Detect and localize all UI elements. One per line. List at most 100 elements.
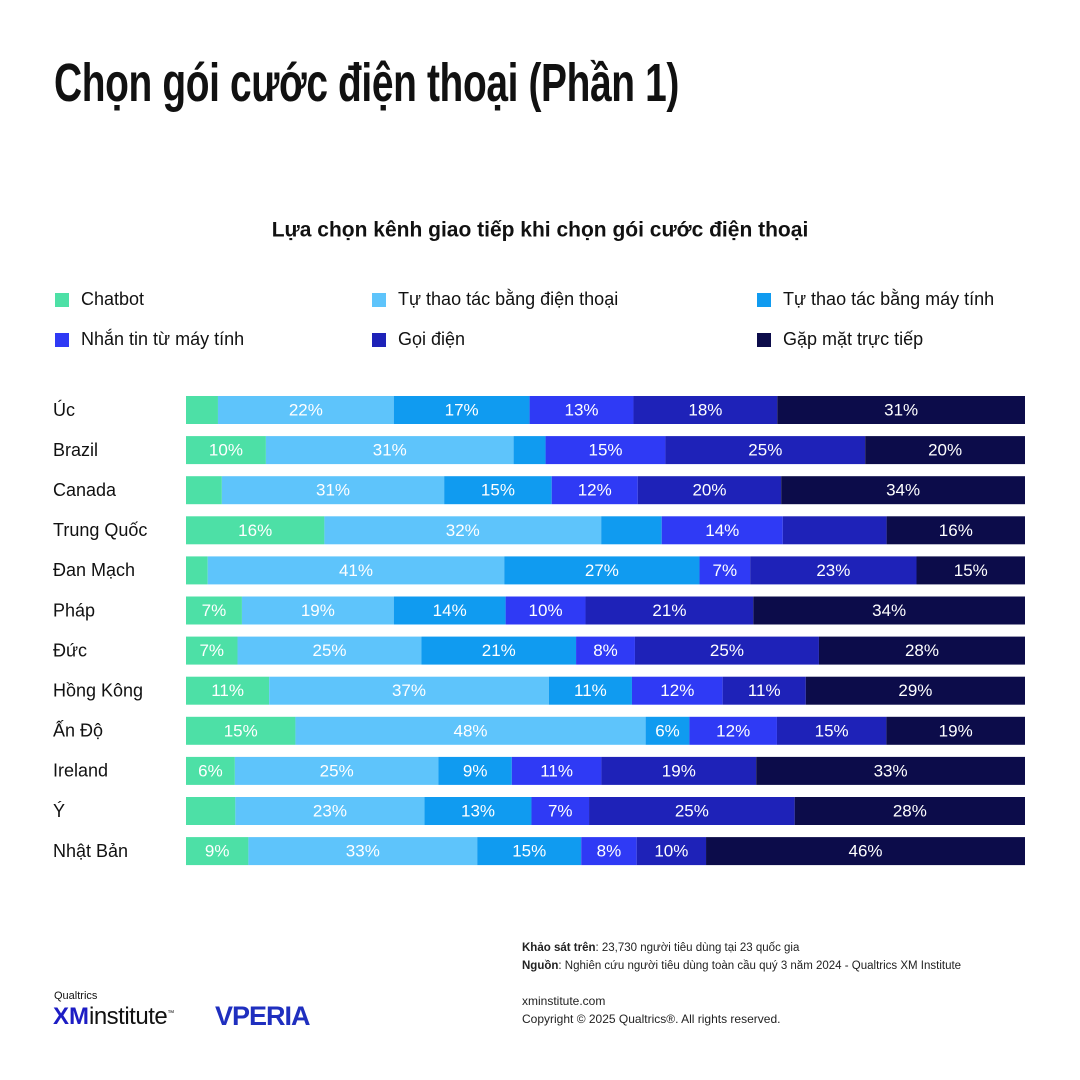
- bar-segment: [581, 837, 637, 866]
- value-label: 6%: [655, 721, 680, 740]
- value-label: 9%: [463, 761, 488, 780]
- bar-segment: [589, 797, 795, 825]
- value-label: 8%: [597, 842, 622, 861]
- bar-segment: [511, 756, 602, 785]
- value-label: 31%: [373, 441, 407, 460]
- bar-segment: [753, 596, 1025, 625]
- bar-segment: [777, 396, 1025, 424]
- value-label: 8%: [593, 641, 618, 660]
- value-label: 18%: [688, 400, 722, 419]
- chart-title: Lựa chọn kênh giao tiếp khi chọn gói cướ…: [272, 219, 809, 242]
- bar-segment: [186, 556, 208, 585]
- value-label: 31%: [884, 400, 918, 419]
- bar-segment: [269, 676, 549, 705]
- value-label: 41%: [339, 561, 373, 580]
- y-tick-label: Pháp: [53, 600, 95, 620]
- bar-segment: [637, 476, 782, 505]
- copyright: Copyright © 2025 Qualtrics®. All rights …: [522, 1012, 781, 1026]
- bar-segment: [186, 436, 266, 465]
- bar-segment: [601, 756, 757, 785]
- bar-segment: [221, 476, 445, 505]
- bar-segment: [186, 716, 296, 745]
- bar-segment: [886, 716, 1025, 745]
- bar-segment: [438, 756, 512, 785]
- source-text: : Nghiên cứu người tiêu dùng toàn cầu qu…: [558, 960, 962, 972]
- bar-segment: [782, 516, 887, 545]
- y-tick-label: Nhật Bản: [53, 841, 128, 861]
- value-label: 22%: [289, 400, 323, 419]
- value-label: 31%: [316, 481, 350, 500]
- bar-segment: [186, 837, 249, 866]
- bar-segment: [186, 636, 238, 665]
- value-label: 15%: [512, 842, 546, 861]
- value-label: 25%: [710, 641, 744, 660]
- legend-swatch: [372, 333, 386, 347]
- bar-segment: [265, 436, 514, 465]
- bar-segment: [551, 476, 638, 505]
- logo-xm: XMinstitute™: [53, 1003, 174, 1031]
- bar-segment: [548, 676, 632, 705]
- bar-segment: [186, 596, 242, 625]
- bar-segment: [722, 676, 806, 705]
- bar-segment: [241, 596, 394, 625]
- value-label: 20%: [928, 441, 962, 460]
- bar-segment: [186, 476, 222, 505]
- value-label: 28%: [905, 641, 939, 660]
- bar-segment: [393, 396, 530, 424]
- value-label: 7%: [202, 601, 227, 620]
- bar-segment: [444, 476, 552, 505]
- bar-segment: [424, 797, 532, 825]
- bar-segment: [916, 556, 1025, 585]
- bar-segment: [631, 676, 723, 705]
- website: xminstitute.com: [522, 994, 606, 1008]
- bar-segment: [865, 436, 1025, 465]
- value-label: 25%: [320, 761, 354, 780]
- bar-segment: [601, 516, 662, 545]
- value-label: 7%: [199, 641, 224, 660]
- value-label: 11%: [540, 761, 573, 780]
- y-tick-label: Ireland: [53, 761, 108, 781]
- value-label: 12%: [716, 721, 750, 740]
- bar-segment: [665, 436, 866, 465]
- page-title: Chọn gói cước điện thoại (Phần 1): [54, 53, 679, 113]
- bar-segment: [636, 837, 707, 866]
- value-label: 11%: [211, 681, 244, 700]
- bar-segment: [776, 716, 887, 745]
- bar-segment: [504, 556, 700, 585]
- legend-swatch: [372, 293, 386, 307]
- legend-swatch: [757, 333, 771, 347]
- legend-swatch: [55, 333, 69, 347]
- bar-segment: [235, 797, 425, 825]
- value-label: 13%: [461, 801, 495, 820]
- legend-label: Gặp mặt trực tiếp: [783, 329, 923, 349]
- bar-segment: [186, 797, 236, 825]
- bar-segment: [295, 716, 646, 745]
- bar-segment: [324, 516, 602, 545]
- value-label: 33%: [874, 761, 908, 780]
- y-tick-label: Đan Mạch: [53, 560, 135, 580]
- logo-xm-text: XM: [53, 1003, 89, 1030]
- bar-segment: [207, 556, 505, 585]
- bar-segment: [186, 676, 270, 705]
- bar-segment: [186, 516, 325, 545]
- value-label: 33%: [346, 842, 380, 861]
- y-tick-label: Hồng Kông: [53, 680, 143, 700]
- value-label: 15%: [954, 561, 988, 580]
- value-label: 37%: [392, 681, 426, 700]
- y-tick-label: Đức: [53, 640, 87, 660]
- y-tick-label: Canada: [53, 480, 117, 500]
- source-label: Nguồn: [522, 960, 559, 972]
- value-label: 10%: [529, 601, 563, 620]
- chart: Lựa chọn kênh giao tiếp khi chọn gói cướ…: [53, 219, 1025, 866]
- bar-segment: [248, 837, 478, 866]
- bar-segment: [886, 516, 1025, 545]
- bar-segment: [585, 596, 754, 625]
- value-label: 21%: [652, 601, 686, 620]
- value-label: 34%: [886, 481, 920, 500]
- value-label: 10%: [209, 441, 243, 460]
- value-label: 21%: [482, 641, 516, 660]
- bar-segment: [805, 676, 1025, 705]
- bar-segment: [421, 636, 577, 665]
- value-label: 23%: [816, 561, 850, 580]
